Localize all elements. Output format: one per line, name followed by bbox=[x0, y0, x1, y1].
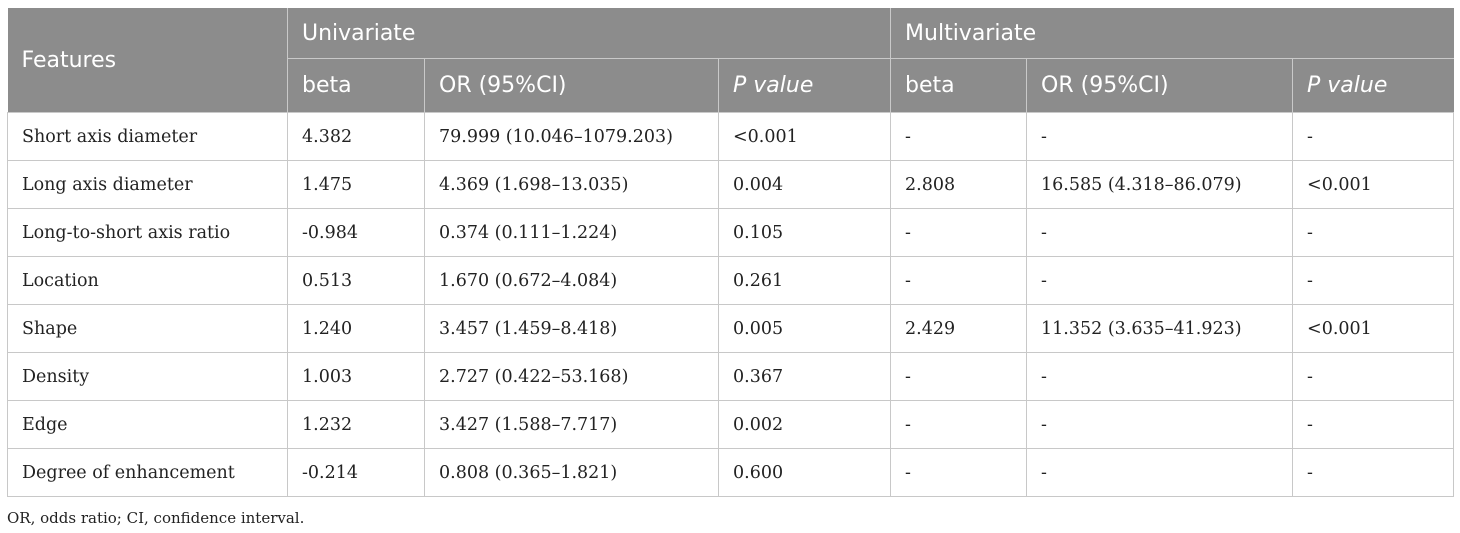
uni-beta-cell: 1.232 bbox=[287, 400, 425, 449]
regression-results-table: Features Univariate Multivariate beta OR… bbox=[7, 8, 1455, 497]
header-multi-or: OR (95%CI) bbox=[1026, 58, 1294, 113]
uni-pvalue-cell: 0.261 bbox=[717, 256, 892, 305]
table-footnote: OR, odds ratio; CI, confidence interval. bbox=[7, 509, 305, 527]
multi-beta-cell: - bbox=[890, 352, 1028, 401]
uni-or-cell: 3.457 (1.459–8.418) bbox=[424, 304, 719, 353]
multi-beta-cell: - bbox=[890, 112, 1028, 161]
uni-beta-cell: 0.513 bbox=[287, 256, 425, 305]
uni-beta-cell: -0.214 bbox=[287, 448, 425, 497]
multi-pvalue-cell: - bbox=[1292, 400, 1455, 449]
uni-or-cell: 0.808 (0.365–1.821) bbox=[424, 448, 719, 497]
table-body: Short axis diameter 4.382 79.999 (10.046–1… bbox=[7, 112, 1455, 497]
header-multivariate: Multivariate bbox=[890, 8, 1454, 59]
uni-or-cell: 4.369 (1.698–13.035) bbox=[424, 160, 719, 209]
multi-beta-cell: - bbox=[890, 400, 1028, 449]
multi-beta-cell: 2.429 bbox=[890, 304, 1028, 353]
uni-beta-cell: -0.984 bbox=[287, 208, 425, 257]
uni-beta-cell: 4.382 bbox=[287, 112, 425, 161]
header-uni-or: OR (95%CI) bbox=[424, 58, 719, 113]
header-univariate: Univariate bbox=[286, 8, 892, 59]
uni-or-cell: 1.670 (0.672–4.084) bbox=[424, 256, 719, 305]
uni-pvalue-cell: 0.105 bbox=[717, 208, 892, 257]
feature-cell: Long axis diameter bbox=[7, 160, 288, 209]
multi-or-cell: - bbox=[1026, 400, 1294, 449]
multi-or-cell: - bbox=[1026, 352, 1294, 401]
uni-pvalue-cell: <0.001 bbox=[717, 112, 892, 161]
uni-beta-cell: 1.003 bbox=[287, 352, 425, 401]
multi-pvalue-cell: - bbox=[1292, 256, 1455, 305]
table-row: Location 0.513 1.670 (0.672–4.084) 0.261- - - bbox=[7, 256, 1455, 305]
uni-beta-cell: 1.475 bbox=[287, 160, 425, 209]
multi-or-cell: 16.585 (4.318–86.079) bbox=[1026, 160, 1294, 209]
header-multi-beta: beta bbox=[890, 58, 1028, 113]
multi-or-cell: - bbox=[1026, 208, 1294, 257]
uni-pvalue-cell: 0.600 bbox=[717, 448, 892, 497]
multi-beta-cell: - bbox=[890, 256, 1028, 305]
uni-or-cell: 2.727 (0.422–53.168) bbox=[424, 352, 719, 401]
feature-cell: Degree of enhancement bbox=[7, 448, 288, 497]
uni-pvalue-cell: 0.367 bbox=[717, 352, 892, 401]
table-row: Edge 1.232 3.427 (1.588–7.717) 0.002- - - bbox=[7, 400, 1455, 449]
feature-cell: Shape bbox=[7, 304, 288, 353]
uni-pvalue-cell: 0.002 bbox=[717, 400, 892, 449]
header-uni-beta: beta bbox=[287, 58, 425, 113]
multi-pvalue-cell: - bbox=[1292, 112, 1455, 161]
uni-or-cell: 0.374 (0.111–1.224) bbox=[424, 208, 719, 257]
table-row: Short axis diameter 4.382 79.999 (10.046–1… bbox=[7, 112, 1455, 161]
uni-pvalue-cell: 0.005 bbox=[717, 304, 892, 353]
table-row: Long-to-short axis ratio -0.984 0.374 (0.1… bbox=[7, 208, 1455, 257]
header-features: Features bbox=[7, 8, 288, 113]
table-row: Degree of enhancement -0.214 0.808 (0.365–… bbox=[7, 448, 1455, 497]
header-row-columns: beta OR (95%CI) P value beta OR (95%CI) … bbox=[8, 58, 1454, 113]
uni-or-cell: 79.999 (10.046–1079.203) bbox=[424, 112, 719, 161]
multi-beta-cell: - bbox=[890, 448, 1028, 497]
feature-cell: Short axis diameter bbox=[7, 112, 288, 161]
multi-or-cell: - bbox=[1026, 256, 1294, 305]
table-row: Density 1.003 2.727 (0.422–53.168) 0.367- - - bbox=[7, 352, 1455, 401]
results-table-container: Features Univariate Multivariate beta OR… bbox=[7, 8, 1455, 497]
header-multi-pvalue: P value bbox=[1292, 58, 1454, 113]
multi-pvalue-cell: <0.001 bbox=[1292, 160, 1455, 209]
multi-or-cell: - bbox=[1026, 448, 1294, 497]
feature-cell: Edge bbox=[7, 400, 288, 449]
multi-pvalue-cell: - bbox=[1292, 448, 1455, 497]
uni-pvalue-cell: 0.004 bbox=[717, 160, 892, 209]
table-row: Long axis diameter 1.475 4.369 (1.698–13.0… bbox=[7, 160, 1455, 209]
multi-pvalue-cell: <0.001 bbox=[1292, 304, 1455, 353]
table-row: Shape 1.240 3.457 (1.459–8.418) 0.005 2.429 1… bbox=[7, 304, 1455, 353]
feature-cell: Density bbox=[7, 352, 288, 401]
uni-beta-cell: 1.240 bbox=[287, 304, 425, 353]
multi-beta-cell: - bbox=[890, 208, 1028, 257]
header-uni-pvalue: P value bbox=[717, 58, 892, 113]
feature-cell: Long-to-short axis ratio bbox=[7, 208, 288, 257]
header-row-groups: Features Univariate Multivariate bbox=[7, 8, 1454, 113]
multi-or-cell: 11.352 (3.635–41.923) bbox=[1026, 304, 1294, 353]
multi-pvalue-cell: - bbox=[1292, 208, 1455, 257]
multi-or-cell: - bbox=[1026, 112, 1294, 161]
uni-or-cell: 3.427 (1.588–7.717) bbox=[424, 400, 719, 449]
feature-cell: Location bbox=[7, 256, 288, 305]
multi-beta-cell: 2.808 bbox=[890, 160, 1028, 209]
multi-pvalue-cell: - bbox=[1292, 352, 1455, 401]
